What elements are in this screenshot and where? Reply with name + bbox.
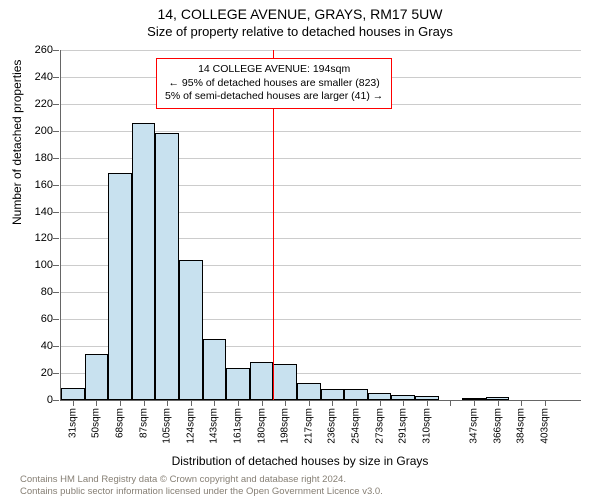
- y-tick-label: 140: [23, 206, 53, 218]
- page-title: 14, COLLEGE AVENUE, GRAYS, RM17 5UW: [0, 0, 600, 22]
- chart-container: 14, COLLEGE AVENUE, GRAYS, RM17 5UW Size…: [0, 0, 600, 500]
- annotation-line: 14 COLLEGE AVENUE: 194sqm: [165, 63, 383, 77]
- y-tick-label: 220: [23, 98, 53, 110]
- attribution-text: Contains HM Land Registry data © Crown c…: [20, 474, 383, 498]
- y-tick: [53, 131, 59, 132]
- histogram-bar: [85, 354, 109, 400]
- x-tick-label: 68sqm: [115, 408, 126, 438]
- x-tick: [238, 400, 239, 406]
- x-tick: [214, 400, 215, 406]
- y-tick-label: 260: [23, 44, 53, 56]
- y-tick: [53, 77, 59, 78]
- x-tick-label: 198sqm: [280, 408, 291, 444]
- y-tick-label: 100: [23, 259, 53, 271]
- y-tick: [53, 265, 59, 266]
- x-tick: [545, 400, 546, 406]
- x-tick: [285, 400, 286, 406]
- x-tick: [262, 400, 263, 406]
- x-tick: [427, 400, 428, 406]
- y-tick: [53, 50, 59, 51]
- x-tick: [474, 400, 475, 406]
- y-tick-label: 180: [23, 152, 53, 164]
- x-tick: [450, 400, 451, 406]
- histogram-bar: [297, 383, 321, 401]
- x-tick-label: 180sqm: [256, 408, 267, 444]
- y-tick: [53, 238, 59, 239]
- y-tick-label: 240: [23, 71, 53, 83]
- x-tick-label: 384sqm: [516, 408, 527, 444]
- attribution-line: Contains public sector information licen…: [20, 486, 383, 498]
- plot-region: 02040608010012014016018020022024026031sq…: [60, 50, 581, 401]
- y-tick-label: 0: [23, 394, 53, 406]
- x-tick: [120, 400, 121, 406]
- y-tick-label: 40: [23, 340, 53, 352]
- x-tick: [96, 400, 97, 406]
- x-tick: [380, 400, 381, 406]
- histogram-bar: [344, 389, 368, 400]
- chart-subtitle: Size of property relative to detached ho…: [0, 22, 600, 39]
- x-tick-label: 87sqm: [138, 408, 149, 438]
- y-tick: [53, 319, 59, 320]
- y-tick-label: 60: [23, 313, 53, 325]
- histogram-bar: [61, 388, 85, 400]
- x-tick-label: 143sqm: [209, 408, 220, 444]
- gridline: [61, 50, 581, 51]
- y-tick: [53, 158, 59, 159]
- x-tick: [309, 400, 310, 406]
- histogram-bar: [368, 393, 392, 400]
- y-tick: [53, 346, 59, 347]
- x-tick-label: 50sqm: [91, 408, 102, 438]
- y-tick: [53, 104, 59, 105]
- x-tick: [498, 400, 499, 406]
- annotation-line: ← 95% of detached houses are smaller (82…: [165, 77, 383, 91]
- attribution-line: Contains HM Land Registry data © Crown c…: [20, 474, 383, 486]
- x-tick-label: 236sqm: [327, 408, 338, 444]
- y-tick-label: 80: [23, 286, 53, 298]
- x-tick: [403, 400, 404, 406]
- histogram-bar: [108, 173, 132, 401]
- histogram-bar: [250, 362, 274, 400]
- y-tick: [53, 292, 59, 293]
- histogram-bar: [132, 123, 156, 400]
- x-tick-label: 366sqm: [492, 408, 503, 444]
- x-axis-label: Distribution of detached houses by size …: [0, 454, 600, 468]
- y-tick-label: 120: [23, 232, 53, 244]
- y-tick: [53, 373, 59, 374]
- x-tick-label: 105sqm: [162, 408, 173, 444]
- histogram-bar: [321, 389, 345, 400]
- x-tick-label: 254sqm: [351, 408, 362, 444]
- x-tick-label: 161sqm: [233, 408, 244, 444]
- annotation-box: 14 COLLEGE AVENUE: 194sqm← 95% of detach…: [156, 58, 392, 109]
- x-tick: [521, 400, 522, 406]
- y-tick: [53, 185, 59, 186]
- x-tick: [144, 400, 145, 406]
- histogram-bar: [203, 339, 227, 400]
- x-tick-label: 403sqm: [539, 408, 550, 444]
- annotation-line: 5% of semi-detached houses are larger (4…: [165, 90, 383, 104]
- histogram-bar: [155, 133, 179, 400]
- histogram-bar: [273, 364, 297, 400]
- x-tick-label: 347sqm: [469, 408, 480, 444]
- y-tick-label: 200: [23, 125, 53, 137]
- y-axis-label: Number of detached properties: [10, 60, 24, 225]
- x-tick-label: 124sqm: [185, 408, 196, 444]
- y-tick-label: 160: [23, 179, 53, 191]
- histogram-bar: [179, 260, 203, 400]
- x-tick-label: 31sqm: [67, 408, 78, 438]
- x-tick: [332, 400, 333, 406]
- x-tick: [167, 400, 168, 406]
- y-tick-label: 20: [23, 367, 53, 379]
- y-tick: [53, 400, 59, 401]
- x-tick-label: 217sqm: [303, 408, 314, 444]
- histogram-bar: [226, 368, 250, 400]
- x-tick: [73, 400, 74, 406]
- x-tick-label: 291sqm: [398, 408, 409, 444]
- x-tick-label: 273sqm: [374, 408, 385, 444]
- x-tick: [191, 400, 192, 406]
- x-tick: [356, 400, 357, 406]
- x-tick-label: 310sqm: [421, 408, 432, 444]
- chart-area: 02040608010012014016018020022024026031sq…: [60, 50, 580, 400]
- y-tick: [53, 212, 59, 213]
